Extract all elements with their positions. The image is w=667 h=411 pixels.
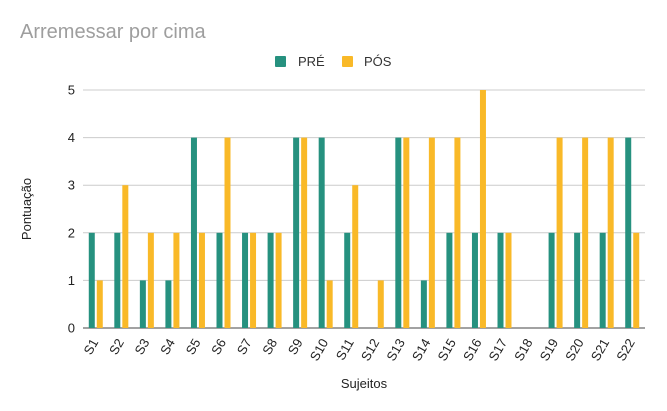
bar-pre-s15[interactable]	[446, 232, 453, 328]
y-tick-label: 2	[68, 225, 75, 240]
bar-pos-s9[interactable]	[301, 137, 308, 328]
bars	[88, 90, 640, 328]
x-tick-label: S20	[562, 336, 587, 364]
bar-pre-s22[interactable]	[625, 137, 632, 328]
legend-swatch-pos	[342, 56, 353, 67]
y-tick-label: 5	[68, 83, 75, 98]
bar-pre-s1[interactable]	[88, 232, 95, 328]
bar-pos-s7[interactable]	[250, 232, 257, 328]
y-axis-title: Pontuação	[19, 178, 34, 240]
x-tick-label: S10	[307, 336, 332, 364]
bar-pos-s14[interactable]	[428, 137, 435, 328]
bar-pre-s3[interactable]	[139, 280, 146, 328]
x-tick-label: S1	[80, 336, 101, 357]
bar-pre-s19[interactable]	[548, 232, 555, 328]
x-tick-label: S6	[208, 336, 229, 357]
legend-label-pos[interactable]: PÓS	[364, 54, 392, 69]
x-tick-label: S4	[157, 336, 178, 357]
bar-pos-s3[interactable]	[147, 232, 154, 328]
x-tick-label: S21	[588, 336, 613, 364]
bar-pos-s5[interactable]	[198, 232, 205, 328]
bar-pre-s5[interactable]	[190, 137, 197, 328]
bar-pre-s14[interactable]	[420, 280, 427, 328]
x-tick-label: S15	[434, 336, 459, 364]
bar-pre-s2[interactable]	[114, 232, 121, 328]
y-tick-label: 4	[68, 130, 75, 145]
bar-pre-s13[interactable]	[395, 137, 402, 328]
x-axis: S1 S2 S3 S4 S5 S6 S7 S8 S9 S10 S11 S12 S13 S14 S15 S16 S…	[80, 336, 637, 364]
x-tick-label: S18	[511, 336, 536, 364]
bar-pre-s16[interactable]	[471, 232, 478, 328]
y-tick-label: 3	[68, 178, 75, 193]
y-tick-label: 1	[68, 273, 75, 288]
bar-pre-s6[interactable]	[216, 232, 223, 328]
x-tick-label: S7	[234, 336, 255, 357]
bar-pre-s11[interactable]	[344, 232, 351, 328]
legend-swatch-pre	[275, 56, 286, 67]
bar-pos-s22[interactable]	[633, 232, 640, 328]
x-tick-label: S5	[183, 336, 204, 357]
bar-pre-s10[interactable]	[318, 137, 325, 328]
bar-pos-s8[interactable]	[275, 232, 282, 328]
x-tick-label: S8	[259, 336, 280, 357]
bar-pos-s2[interactable]	[122, 185, 129, 328]
x-tick-label: S22	[613, 336, 638, 364]
y-tick-label: 0	[68, 321, 75, 336]
x-tick-label: S14	[409, 336, 434, 364]
x-tick-label: S16	[460, 336, 485, 364]
bar-pos-s12[interactable]	[377, 280, 384, 328]
x-tick-label: S12	[358, 336, 383, 364]
bar-pre-s9[interactable]	[293, 137, 300, 328]
bar-pos-s10[interactable]	[326, 280, 333, 328]
bar-pre-s17[interactable]	[497, 232, 504, 328]
bar-pos-s16[interactable]	[479, 90, 486, 328]
bar-pos-s6[interactable]	[224, 137, 231, 328]
x-axis-title: Sujeitos	[341, 376, 388, 391]
bar-pos-s21[interactable]	[607, 137, 614, 328]
x-tick-label: S19	[537, 336, 562, 364]
y-axis: 0 1 2 3 4 5	[68, 83, 75, 336]
bar-pos-s4[interactable]	[173, 232, 180, 328]
bar-pre-s4[interactable]	[165, 280, 172, 328]
chart-title: Arremessar por cima	[20, 21, 206, 43]
bar-pos-s20[interactable]	[582, 137, 589, 328]
legend-label-pre[interactable]: PRÉ	[298, 54, 325, 69]
x-tick-label: S17	[486, 336, 511, 364]
legend: PRÉ PÓS	[275, 54, 392, 69]
bar-pos-s17[interactable]	[505, 232, 512, 328]
bar-pos-s11[interactable]	[352, 185, 359, 328]
bar-pre-s7[interactable]	[242, 232, 249, 328]
bar-pre-s21[interactable]	[599, 232, 606, 328]
x-tick-label: S9	[285, 336, 306, 357]
bar-pos-s19[interactable]	[556, 137, 563, 328]
x-tick-label: S13	[383, 336, 408, 364]
x-tick-label: S2	[106, 336, 127, 357]
bar-pos-s13[interactable]	[403, 137, 410, 328]
bar-pos-s15[interactable]	[454, 137, 461, 328]
x-tick-label: S3	[132, 336, 153, 357]
bar-pre-s20[interactable]	[574, 232, 581, 328]
bar-pos-s1[interactable]	[96, 280, 103, 328]
x-tick-label: S11	[333, 336, 357, 363]
bar-pre-s8[interactable]	[267, 232, 274, 328]
